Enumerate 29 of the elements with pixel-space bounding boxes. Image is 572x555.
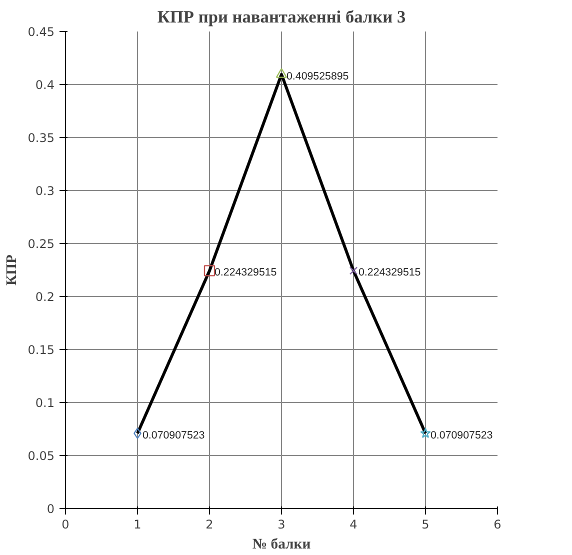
y-tick-label: 0	[46, 502, 55, 516]
point	[349, 266, 358, 275]
y-tick-label: 0.05	[28, 449, 54, 463]
point	[276, 68, 288, 78]
x-tick-label: 2	[206, 518, 214, 532]
point	[204, 265, 216, 276]
point	[420, 428, 431, 438]
x-axis-title: № балки	[252, 536, 312, 552]
y-tick-label: 0.2	[35, 290, 55, 304]
data-label: 0.070907523	[430, 429, 493, 442]
x-tick-label: 4	[350, 518, 358, 532]
data-label: 0.409525895	[286, 70, 349, 82]
x-tick-label: 5	[422, 518, 430, 532]
y-tick-label: 0.3	[35, 184, 55, 198]
data-label: 0.070907523	[142, 429, 205, 442]
y-tick-label: 0.35	[28, 131, 54, 145]
y-tick-label: 0.15	[28, 343, 54, 357]
x-tick-label: 0	[62, 518, 70, 532]
data-label: 0.224329515	[358, 266, 421, 279]
x-tick-label: 6	[494, 518, 502, 532]
y-tick-label: 0.4	[35, 78, 55, 92]
x-tick-label: 3	[278, 518, 286, 532]
data-label: 0.224329515	[214, 266, 277, 279]
y-tick-label: 0.25	[28, 237, 54, 251]
x-tick-label: 1	[134, 518, 142, 532]
y-tick-label: 0.45	[28, 25, 54, 39]
y-tick-label: 0.1	[35, 396, 55, 410]
y-axis-title: КПР	[4, 254, 20, 286]
chart-title: КПР при навантаженні балки 3	[157, 8, 406, 26]
